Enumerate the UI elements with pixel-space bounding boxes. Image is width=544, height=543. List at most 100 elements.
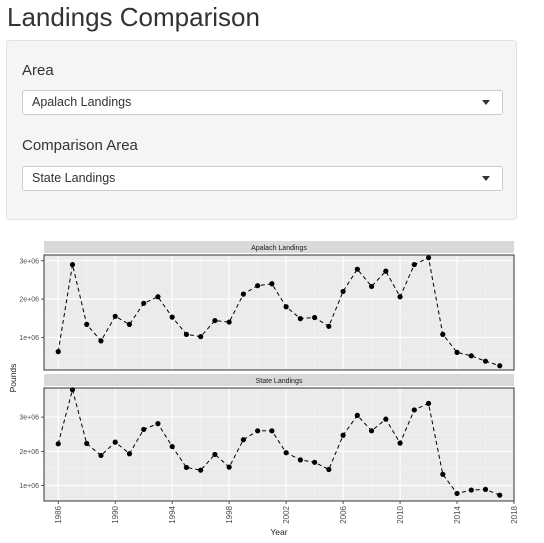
data-point xyxy=(212,451,218,458)
data-point xyxy=(326,466,332,473)
data-point xyxy=(226,464,232,470)
data-point xyxy=(297,457,303,463)
data-point xyxy=(141,300,147,306)
x-axis-title: Year xyxy=(270,527,287,537)
x-tick-label: 1986 xyxy=(54,505,63,523)
data-point xyxy=(226,319,232,325)
page-title: Landings Comparison xyxy=(7,2,260,32)
area-select[interactable]: Apalach Landings xyxy=(22,90,503,115)
data-point xyxy=(340,288,346,295)
data-point xyxy=(497,363,503,369)
x-tick-label: 1998 xyxy=(225,505,234,523)
data-point xyxy=(141,426,147,433)
comparison-area-label: Comparison Area xyxy=(22,137,138,154)
data-point xyxy=(183,331,190,337)
data-point xyxy=(283,450,289,456)
data-point xyxy=(425,400,432,407)
panel-background xyxy=(44,255,514,370)
controls-panel: Area Apalach Landings Comparison Area St… xyxy=(6,40,517,220)
data-point xyxy=(340,432,346,438)
data-point xyxy=(155,421,161,427)
facet-title: Apalach Landings xyxy=(251,245,307,252)
data-point xyxy=(411,261,417,268)
y-tick-label: 3e+06 xyxy=(19,415,39,422)
data-point xyxy=(283,304,289,310)
x-tick-label: 2018 xyxy=(510,505,519,523)
data-point xyxy=(397,440,403,446)
data-point xyxy=(169,443,175,450)
data-point xyxy=(155,294,161,300)
panel-border xyxy=(43,387,515,502)
data-point xyxy=(411,407,417,413)
x-tick-label: 2014 xyxy=(453,505,462,523)
data-point xyxy=(312,459,318,465)
data-point xyxy=(255,428,261,434)
data-point xyxy=(126,321,133,327)
data-point xyxy=(98,338,104,344)
data-point xyxy=(354,266,360,272)
data-point xyxy=(354,412,360,418)
data-point xyxy=(84,321,90,327)
data-point xyxy=(383,416,389,422)
data-point xyxy=(169,314,175,320)
data-point xyxy=(368,283,375,290)
data-point xyxy=(112,439,118,445)
y-tick-label: 2e+06 xyxy=(19,297,39,304)
data-point xyxy=(198,467,204,473)
data-point xyxy=(198,334,204,340)
data-point xyxy=(212,317,218,324)
data-point xyxy=(84,440,90,447)
landings-chart: Apalach Landings 1e+06 2e+06 3e+06 State Lan… xyxy=(8,241,519,537)
x-tick-label: 2002 xyxy=(282,505,291,523)
data-point xyxy=(497,492,503,498)
facet-strip xyxy=(44,241,514,253)
comparison-area-select-value: State Landings xyxy=(32,171,116,185)
y-axis-title: Pounds xyxy=(8,364,18,393)
data-point xyxy=(454,349,460,355)
series-line xyxy=(57,387,500,496)
data-point xyxy=(397,294,403,300)
data-point xyxy=(312,314,318,321)
data-point xyxy=(55,441,61,447)
data-point xyxy=(112,313,118,319)
data-point xyxy=(440,331,446,337)
data-point xyxy=(440,471,446,477)
panel-border xyxy=(43,254,515,371)
data-point xyxy=(368,428,375,434)
x-tick-label: 1990 xyxy=(111,505,120,523)
data-point xyxy=(326,323,332,329)
panel-background xyxy=(44,388,514,501)
data-point xyxy=(297,316,303,322)
data-point xyxy=(55,349,61,355)
data-point xyxy=(255,283,261,289)
data-point xyxy=(468,487,474,493)
x-tick-label: 1994 xyxy=(168,505,177,523)
comparison-area-select[interactable]: State Landings xyxy=(22,166,503,191)
x-tick-label: 2006 xyxy=(339,505,348,523)
data-point xyxy=(383,268,389,274)
data-point xyxy=(240,291,246,297)
data-point xyxy=(98,452,104,459)
data-point xyxy=(482,358,489,364)
facet-strip xyxy=(44,374,514,386)
y-tick-label: 1e+06 xyxy=(19,483,39,490)
data-point xyxy=(269,281,275,287)
series-line xyxy=(57,256,500,367)
data-point xyxy=(425,255,432,261)
facet-title: State Landings xyxy=(256,378,303,385)
data-point xyxy=(69,261,76,268)
data-point xyxy=(126,451,133,457)
x-tick-label: 2010 xyxy=(396,505,405,523)
data-point xyxy=(454,490,460,497)
area-label: Area xyxy=(22,62,54,79)
data-point xyxy=(482,486,489,492)
area-select-value: Apalach Landings xyxy=(32,95,132,109)
data-point xyxy=(269,428,275,434)
y-tick-label: 1e+06 xyxy=(19,335,39,342)
data-point xyxy=(240,437,246,443)
data-point xyxy=(468,353,474,359)
data-point xyxy=(183,464,190,471)
y-tick-label: 2e+06 xyxy=(19,449,39,456)
chevron-down-icon xyxy=(482,176,490,181)
chevron-down-icon xyxy=(482,100,490,105)
